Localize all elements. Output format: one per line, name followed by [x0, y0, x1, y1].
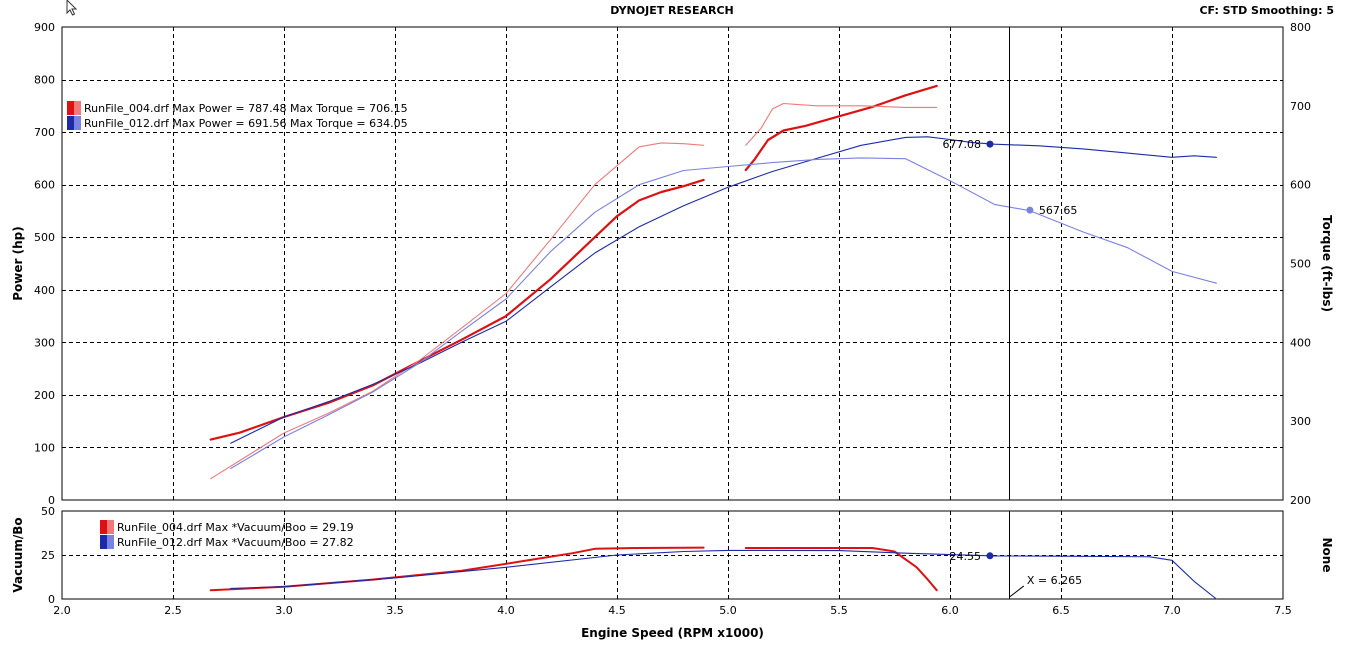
y-tick-label: 600	[34, 179, 55, 192]
series-line	[230, 549, 1217, 600]
y-tick-label: 200	[34, 389, 55, 402]
y-tick-label: 300	[34, 336, 55, 349]
series-line	[744, 547, 938, 592]
y-tick-label: 800	[34, 74, 55, 87]
series-line	[230, 136, 1217, 444]
cursor-x-readout: X = 6.265	[1027, 574, 1082, 587]
cursor-value-label: 24.55	[949, 550, 981, 563]
legend-entry: RunFile_012.drf Max *Vacuum/Boo = 27.82	[117, 536, 354, 549]
y2-tick-label: 400	[1290, 336, 1311, 349]
y-tick-label: 50	[41, 505, 55, 518]
plot-frame-top	[61, 26, 1284, 501]
series-line	[210, 142, 705, 480]
chart-title: DYNOJET RESEARCH	[610, 4, 733, 17]
legend-swatch	[107, 535, 114, 549]
x-tick-label: 3.0	[275, 604, 293, 617]
legend-swatch	[74, 116, 81, 130]
y2-tick-label: 300	[1290, 415, 1311, 428]
x-tick-label: 5.5	[830, 604, 848, 617]
legend-swatch	[100, 535, 107, 549]
cursor-value-label: 567.65	[1039, 204, 1078, 217]
y-tick-label: 0	[48, 593, 55, 606]
legend-entry: RunFile_012.drf Max Power = 691.56 Max T…	[84, 117, 408, 130]
y-tick-label: 25	[41, 549, 55, 562]
legend-swatch	[100, 520, 107, 534]
legend-swatch	[67, 116, 74, 130]
x-tick-label: 4.5	[608, 604, 626, 617]
x-tick-label: 4.0	[497, 604, 515, 617]
y2-tick-label: 600	[1290, 179, 1311, 192]
x-tick-label: 5.0	[719, 604, 737, 617]
y-axis-label: Vacuum/Bo	[11, 517, 25, 592]
y-tick-label: 400	[34, 284, 55, 297]
series-line	[745, 102, 938, 146]
y2-axis-label: Torque (ft-lbs)	[1320, 215, 1334, 312]
x-tick-label: 2.0	[53, 604, 71, 617]
y-tick-label: 500	[34, 231, 55, 244]
y-tick-label: 100	[34, 441, 55, 454]
series-line	[744, 84, 938, 172]
mouse-pointer-icon	[66, 0, 78, 16]
x-tick-label: 7.5	[1274, 604, 1292, 617]
x-axis-label: Engine Speed (RPM x1000)	[581, 626, 764, 640]
legend-swatch	[67, 101, 74, 115]
y-tick-label: 900	[34, 21, 55, 34]
x-tick-label: 7.0	[1163, 604, 1181, 617]
x-tick-label: 2.5	[164, 604, 182, 617]
y2-axis-label: None	[1320, 538, 1334, 573]
cursor-value-label: 677.08	[942, 138, 981, 151]
y2-tick-label: 500	[1290, 258, 1311, 271]
y2-tick-label: 800	[1290, 21, 1311, 34]
x-tick-label: 6.5	[1052, 604, 1070, 617]
x-tick-label: 3.5	[386, 604, 404, 617]
y-tick-label: 700	[34, 126, 55, 139]
y-axis-label: Power (hp)	[11, 226, 25, 300]
legend-swatch	[74, 101, 81, 115]
cursor-marker	[986, 140, 994, 148]
legend-entry: RunFile_004.drf Max Power = 787.48 Max T…	[84, 102, 408, 115]
cursor-marker	[986, 552, 994, 560]
series-line	[230, 157, 1217, 470]
y2-tick-label: 700	[1290, 100, 1311, 113]
y-tick-label: 0	[48, 494, 55, 507]
y2-tick-label: 200	[1290, 494, 1311, 507]
cursor-marker	[1026, 206, 1034, 214]
status-text: CF: STD Smoothing: 5	[1199, 4, 1334, 17]
cursor-leader-line	[1009, 585, 1025, 598]
legend-swatch	[107, 520, 114, 534]
legend-entry: RunFile_004.drf Max *Vacuum/Boo = 29.19	[117, 521, 354, 534]
x-tick-label: 6.0	[941, 604, 959, 617]
